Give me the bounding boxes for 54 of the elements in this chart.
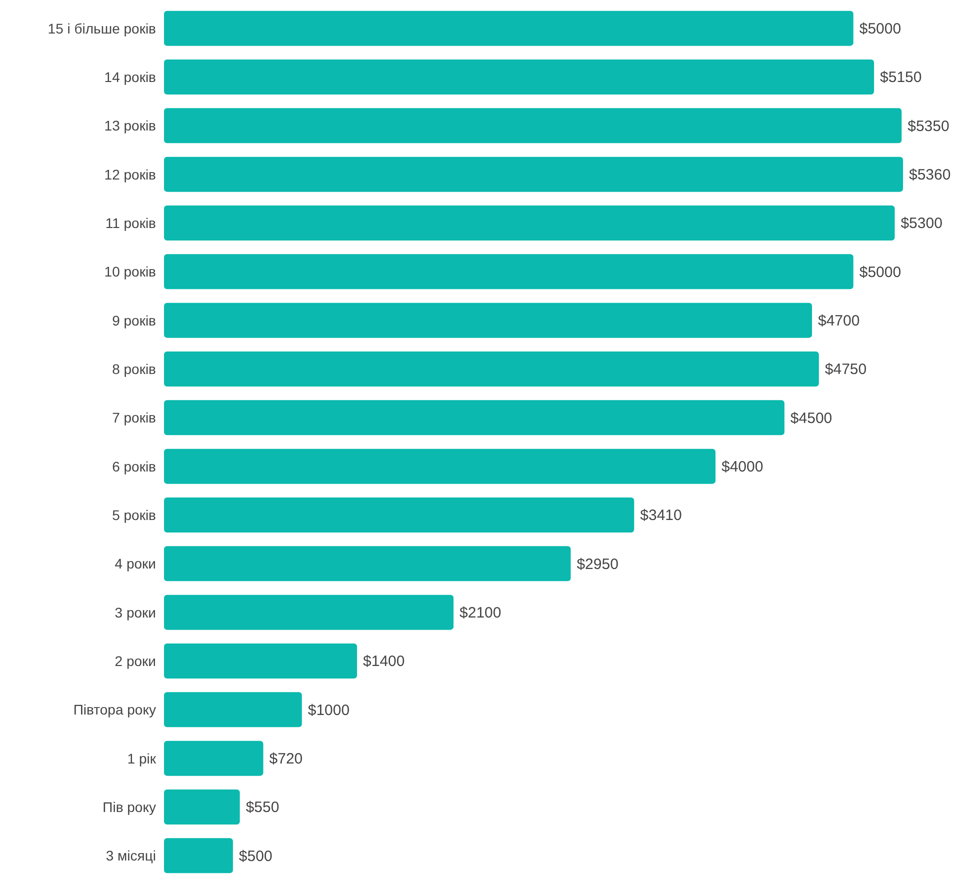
- bar: [164, 546, 571, 582]
- bar: [164, 448, 716, 484]
- y-tick-label: 7 років: [112, 410, 156, 426]
- y-tick-label: 1 рік: [127, 750, 157, 766]
- y-tick-label: 13 років: [104, 118, 156, 134]
- data-label: $1000: [308, 702, 350, 719]
- data-label: $720: [269, 750, 303, 768]
- data-label: $3410: [640, 507, 682, 524]
- y-tick-label: Півтора року: [73, 702, 156, 718]
- y-tick-label: 3 роки: [114, 604, 156, 620]
- bar: [164, 497, 634, 532]
- data-label: $4750: [824, 361, 867, 378]
- data-label: $5000: [859, 264, 902, 281]
- bar: [164, 302, 812, 338]
- bar: [164, 108, 902, 144]
- bar: [164, 254, 854, 290]
- y-tick-label: 14 років: [104, 68, 156, 85]
- bar: [164, 789, 240, 824]
- y-tick-label: 4 роки: [114, 556, 156, 572]
- bar: [164, 838, 233, 874]
- y-tick-label: 11 років: [105, 214, 156, 231]
- bar: [164, 692, 302, 728]
- bar: [164, 740, 264, 776]
- bar: [164, 205, 895, 240]
- data-label: $500: [238, 848, 272, 865]
- data-label: $4500: [790, 410, 832, 427]
- y-tick-label: 8 років: [112, 360, 156, 377]
- y-tick-label: 9 років: [112, 312, 156, 328]
- data-label: $2950: [576, 556, 618, 573]
- data-label: $5350: [908, 118, 950, 135]
- data-label: $4000: [721, 458, 764, 476]
- y-tick-label: 6 років: [112, 458, 156, 474]
- data-label: $550: [246, 799, 280, 816]
- data-label: $5300: [900, 215, 942, 232]
- data-label: $5000: [859, 20, 902, 38]
- y-tick-label: Пів року: [102, 798, 156, 815]
- data-label: $1400: [363, 653, 405, 670]
- bar: [164, 351, 819, 386]
- data-label: $5360: [909, 166, 951, 184]
- bar: [164, 643, 358, 678]
- y-tick-label: 15 і більше років: [48, 20, 156, 36]
- y-tick-label: 12 років: [104, 166, 156, 182]
- y-tick-label: 10 років: [104, 264, 156, 280]
- data-label: $2100: [460, 604, 502, 622]
- bar: [164, 59, 874, 94]
- data-label: $5150: [880, 69, 922, 86]
- data-label: $4700: [818, 312, 860, 330]
- bar: [164, 10, 854, 46]
- y-tick-label: 2 роки: [114, 652, 156, 669]
- bar: [164, 594, 454, 630]
- y-tick-label: 5 років: [112, 506, 156, 523]
- y-tick-label: 3 місяці: [106, 848, 156, 864]
- bar: [164, 400, 784, 436]
- bar: [164, 156, 903, 192]
